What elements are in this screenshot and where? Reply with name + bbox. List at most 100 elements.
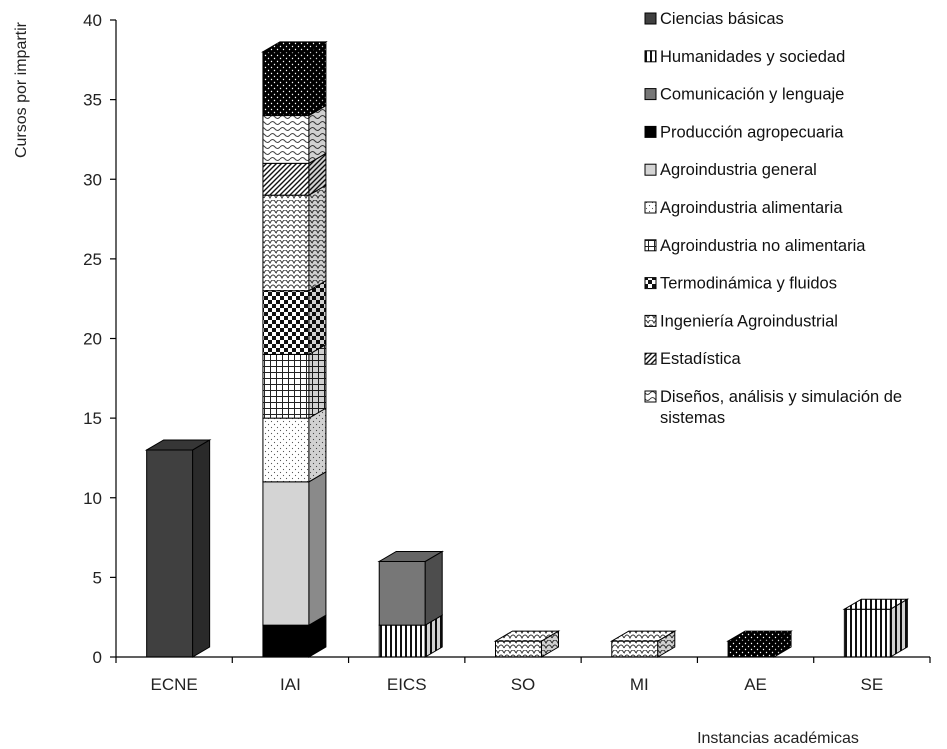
bar-segment-iai-agroindustria-general-side — [308, 470, 327, 627]
bar-segment-iai-series-11-side-shade — [308, 41, 326, 116]
x-tick-label: MI — [630, 675, 649, 694]
bar-segment-eics-comunicacion-y-lenguaje — [377, 550, 445, 627]
y-tick-label: 20 — [83, 330, 102, 349]
bar-segment-iai-termodinamica-y-fluidos — [262, 279, 327, 356]
x-tick-label: ECNE — [151, 675, 198, 694]
bar-segment-ecne-ciencias-basicas-top — [144, 439, 212, 451]
bar-segment-eics-humanidades-y-sociedad-side-shade — [425, 615, 443, 657]
legend-item-agroindustria-no-alimentaria: Agroindustria no alimentaria — [644, 237, 866, 255]
bar-stack-ae — [726, 630, 793, 658]
legend-item-estadistica: Estadística — [644, 350, 742, 368]
bar-segment-iai-ingenieria-agroindustrial-front — [262, 194, 310, 292]
legend-swatch — [644, 163, 657, 176]
legend-item-termodinamica-y-fluidos: Termodinámica y fluidos — [644, 275, 837, 293]
bar-segment-se-humanidades-y-sociedad-top — [842, 598, 910, 610]
legend-swatch — [644, 201, 657, 214]
legend-item-comunicacion-y-lenguaje: Comunicación y lenguaje — [644, 86, 844, 104]
x-axis-title: Instancias académicas — [697, 730, 859, 747]
bar-segment-iai-termodinamica-y-fluidos-front — [262, 290, 310, 355]
y-tick-label: 40 — [83, 11, 102, 30]
bar-segment-ae-series-11-top — [726, 630, 793, 642]
bar-segment-so-ingenieria-agroindustrial-top — [493, 630, 561, 642]
bar-segment-ae-series-11 — [726, 630, 793, 658]
y-tick-label: 5 — [93, 568, 102, 587]
bar-segment-eics-comunicacion-y-lenguaje-top — [377, 550, 445, 562]
bar-segment-iai-agroindustria-no-alimentaria — [262, 343, 327, 419]
x-tick-label: IAI — [280, 675, 301, 694]
legend-label: Producción agropecuaria — [660, 123, 844, 141]
bar-segment-iai-agroindustria-no-alimentaria-side-shade — [308, 344, 326, 419]
bar-segment-iai-estadistica-front — [262, 162, 310, 196]
legend-swatch — [644, 239, 657, 252]
legend-item-humanidades-y-sociedad: Humanidades y sociedad — [644, 48, 845, 66]
legend-label: Humanidades y sociedad — [660, 48, 845, 66]
legend-label: Ingeniería Agroindustrial — [660, 312, 838, 330]
bar-segment-iai-estadistica — [262, 152, 327, 197]
legend-swatch — [644, 352, 657, 365]
bar-stack-so — [493, 630, 561, 658]
bar-segment-iai-disenos-analisis-y-simulacion-de-sistemas-side-shade — [308, 105, 326, 164]
bar-segment-iai-estadistica-side-shade — [308, 153, 326, 196]
bar-segment-iai-series-11-front — [262, 51, 310, 117]
x-axis: ECNE IAI EICS SO MI AE SE — [115, 656, 931, 694]
bar-segment-iai-ingenieria-agroindustrial — [262, 184, 327, 292]
bar-stack-mi — [609, 630, 677, 658]
bar-segment-mi-ingenieria-agroindustrial-top — [609, 630, 677, 642]
bar-segment-mi-ingenieria-agroindustrial — [609, 630, 677, 658]
bar-stack-iai — [261, 40, 328, 658]
bar-segment-iai-agroindustria-general-front — [262, 481, 310, 626]
bar-segment-iai-termodinamica-y-fluidos-side-shade — [308, 280, 326, 355]
legend-swatch — [644, 125, 657, 138]
bar-segment-iai-series-11 — [261, 40, 328, 117]
legend-label: Estadística — [660, 350, 742, 368]
bar-segment-iai-disenos-analisis-y-simulacion-de-sistemas — [262, 104, 327, 165]
legend-item-produccion-agropecuaria: Producción agropecuaria — [644, 123, 844, 141]
bar-segment-iai-produccion-agropecuaria-front — [262, 624, 310, 658]
legend-swatch — [644, 314, 657, 327]
legend-swatch — [644, 50, 657, 63]
legend-label: Agroindustria alimentaria — [660, 199, 843, 217]
bar-segment-ae-series-11-front — [727, 640, 775, 658]
bar-segment-mi-ingenieria-agroindustrial-side-shade — [657, 631, 675, 657]
legend-item-agroindustria-alimentaria: Agroindustria alimentaria — [644, 199, 843, 217]
x-tick-label: SE — [861, 675, 884, 694]
y-tick-label: 15 — [83, 409, 102, 428]
legend-label: Ciencias básicas — [660, 10, 784, 28]
bar-segment-eics-humanidades-y-sociedad-front — [378, 624, 426, 658]
bar-segment-iai-series-11-top — [261, 41, 328, 53]
y-axis-title: Cursos por impartir — [13, 21, 30, 158]
y-tick-label: 30 — [83, 170, 102, 189]
legend-item-ciencias-basicas: Ciencias básicas — [644, 10, 784, 28]
bar-segment-se-humanidades-y-sociedad — [842, 598, 910, 658]
legend-label: Agroindustria no alimentaria — [660, 237, 866, 255]
bar-segment-iai-agroindustria-alimentaria-front — [262, 417, 310, 483]
legend-swatch — [644, 277, 657, 290]
bar-segment-eics-comunicacion-y-lenguaje-front — [378, 560, 426, 626]
legend-label: Comunicación y lenguaje — [660, 86, 844, 104]
y-axis: 0 5 10 15 20 25 30 35 40 — [83, 11, 117, 667]
legend-swatch — [644, 88, 657, 101]
y-tick-label: 10 — [83, 489, 102, 508]
x-tick-label: AE — [744, 675, 767, 694]
bar-segment-se-humanidades-y-sociedad-side-shade — [890, 599, 908, 657]
bar-segment-mi-ingenieria-agroindustrial-front — [611, 640, 659, 658]
bar-segment-iai-ingenieria-agroindustrial-side-shade — [308, 185, 326, 291]
bar-segment-so-ingenieria-agroindustrial-side-shade — [541, 631, 559, 657]
legend-label: Agroindustria general — [660, 161, 817, 179]
legend-item-ingenieria-agroindustrial: Ingeniería Agroindustrial — [644, 312, 838, 330]
bar-segment-eics-humanidades-y-sociedad — [378, 614, 443, 658]
legend-item-disenos-analisis-y-simulacion-de-sistemas: Diseños, análisis y simulación de sistema… — [644, 388, 902, 427]
bar-segment-iai-agroindustria-general — [262, 470, 327, 627]
bar-segment-ecne-ciencias-basicas-side — [192, 439, 211, 658]
bar-stack-se — [842, 598, 910, 658]
x-tick-label: SO — [511, 675, 536, 694]
legend-label: Termodinámica y fluidos — [660, 275, 837, 293]
legend-swatch — [644, 12, 657, 25]
y-tick-label: 35 — [83, 91, 102, 110]
bar-segment-iai-agroindustria-no-alimentaria-front — [262, 353, 310, 419]
bar-segment-ecne-ciencias-basicas-front — [146, 449, 194, 658]
bar-segment-so-ingenieria-agroindustrial-front — [495, 640, 542, 658]
bar-segment-iai-disenos-analisis-y-simulacion-de-sistemas-front — [262, 115, 310, 164]
bar-segment-se-humanidades-y-sociedad-front — [843, 608, 891, 658]
